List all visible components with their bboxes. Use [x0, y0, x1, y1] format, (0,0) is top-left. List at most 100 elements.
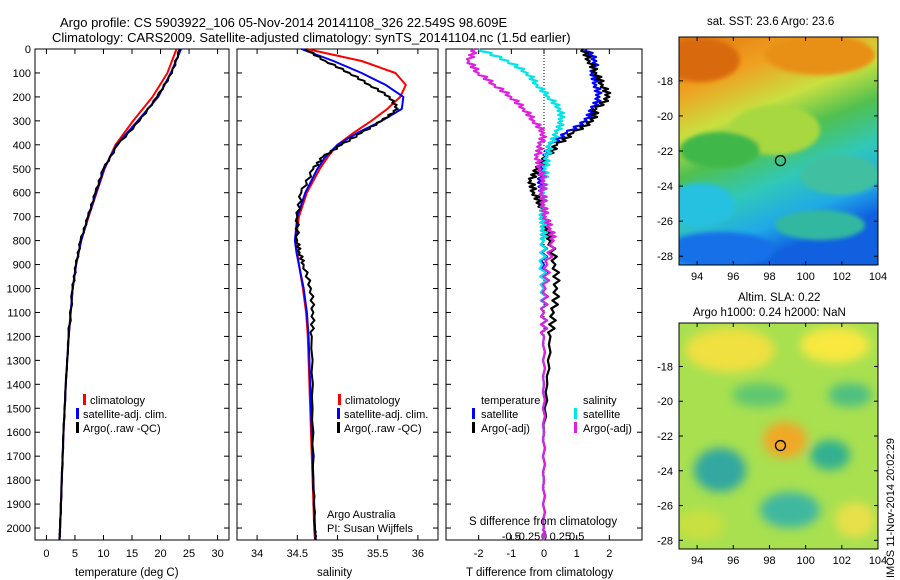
y-tick-label: 1800	[7, 475, 31, 487]
salinity-chart: 34 34.5 35 35.5 36	[237, 48, 438, 560]
salinity-xlabel: salinity	[317, 567, 352, 579]
sla-mid-patch	[679, 510, 725, 540]
map-y-tick-label: -24	[657, 466, 673, 478]
sst-cool-patch	[679, 183, 735, 227]
map-x-tick-label: 100	[796, 271, 814, 283]
pi-note: PI: Susan Wijffels	[327, 523, 413, 535]
x-tick-label: 25	[183, 548, 195, 560]
map-y-tick-label: -24	[657, 181, 673, 193]
legend-swatch-cyan	[574, 408, 577, 419]
temperature-chart: 0100200300400500600700800900100011001200…	[7, 44, 229, 560]
sla-map-title-line2: Argo h1000: 0.24 h2000: NaN	[693, 307, 846, 319]
sst-map-title: sat. SST: 23.6 Argo: 23.6	[707, 16, 834, 28]
diff-legend-s-argo: Argo(-adj)	[583, 423, 632, 435]
series-line-t-satellite	[536, 48, 603, 541]
map-x-tick-label: 94	[691, 555, 703, 567]
difference-top-xlabel: S difference from climatology	[469, 516, 617, 528]
temperature-legend-argo: Argo(..raw -QC)	[83, 423, 161, 435]
x-tick-label: 20	[154, 548, 166, 560]
diff-legend-salinity-header: salinity	[583, 395, 617, 407]
map-y-tick-label: -26	[657, 216, 673, 228]
map-x-tick-label: 100	[796, 555, 814, 567]
sst-cool-patch	[800, 155, 878, 195]
difference-xlabel: T difference from climatology	[466, 567, 613, 579]
legend-swatch-black	[76, 422, 79, 433]
sla-low-patch	[732, 383, 788, 407]
y-tick-label: 500	[13, 164, 31, 176]
map-y-tick-label: -20	[657, 396, 673, 408]
map-y-tick-label: -26	[657, 501, 673, 513]
x-tick-label: 30	[211, 548, 223, 560]
argo-australia-note: Argo Australia	[327, 509, 396, 521]
legend-swatch-black	[337, 422, 340, 433]
map-y-tick-label: -28	[657, 535, 673, 547]
map-x-tick-label: 96	[727, 271, 739, 283]
y-tick-label: 800	[13, 236, 31, 248]
sst-patches	[679, 37, 878, 265]
series-line-argo-raw-qc-	[294, 48, 399, 541]
y-tick-label: 1300	[7, 355, 31, 367]
x-tick-label: 34.5	[287, 548, 308, 560]
temperature-legend: climatology satellite-adj. clim. Argo(..…	[76, 394, 167, 435]
sst-map-image	[679, 37, 878, 265]
map-x-tick-label: 102	[833, 555, 851, 567]
series-line-climatology	[58, 48, 178, 541]
sla-low-patch	[810, 440, 850, 470]
sst-warm-patch	[765, 37, 875, 75]
temperature-legend-satellite: satellite-adj. clim.	[83, 409, 167, 421]
argo-position-marker	[774, 439, 787, 452]
map-x-tick-label: 104	[869, 555, 887, 567]
sla-map-image	[679, 323, 878, 549]
diff-legend-t-satellite: satellite	[481, 409, 518, 421]
series-line-satellite-adj-clim-	[293, 48, 405, 541]
x-tick-label: 10	[97, 548, 109, 560]
s-diff-tick-label: 0.25	[550, 531, 571, 543]
map-x-tick-label: 102	[833, 271, 851, 283]
sst-warm-patch	[679, 38, 740, 82]
legend-swatch-blue	[472, 408, 475, 419]
series-line-s-argo-adj-	[465, 48, 557, 541]
map-x-tick-label: 96	[727, 555, 739, 567]
map-x-tick-label: 98	[763, 271, 775, 283]
map-y-tick-label: -22	[657, 146, 673, 158]
y-tick-label: 600	[13, 188, 31, 200]
temperature-legend-climatology: climatology	[90, 395, 146, 407]
sla-high-patch	[835, 502, 875, 538]
y-tick-label: 1400	[7, 379, 31, 391]
series-line-argo-raw-qc-	[58, 48, 181, 541]
diff-legend-s-satellite: satellite	[583, 409, 620, 421]
map-y-tick-label: -20	[657, 111, 673, 123]
sst-map-axes: 94 96 98 100 102 104 -18 -20 -22 -24 -26 -28	[657, 37, 887, 283]
map-x-tick-label: 94	[691, 271, 703, 283]
series-line-t-argo-adj-	[527, 48, 612, 541]
map-y-tick-label: -28	[657, 251, 673, 263]
y-tick-label: 1000	[7, 284, 31, 296]
figure-title-line1: Argo profile: CS 5903922_106 05-Nov-2014…	[60, 15, 507, 30]
map-x-tick-label: 98	[763, 555, 775, 567]
legend-swatch-blue	[337, 408, 340, 419]
legend-swatch-blue	[76, 408, 79, 419]
sst-cold-patch	[679, 232, 775, 265]
y-tick-label: 400	[13, 140, 31, 152]
difference-chart: -2 -1 0 1 2-0.5-0.25 0 0.250.5	[446, 48, 642, 560]
y-tick-label: 300	[13, 116, 31, 128]
s-diff-tick-label: -0.25	[515, 531, 540, 543]
legend-swatch-black	[472, 422, 475, 433]
sla-patches	[679, 327, 875, 540]
x-tick-label: -1	[506, 548, 516, 560]
map-x-tick-label: 104	[869, 271, 887, 283]
sla-low-patch	[828, 383, 872, 407]
x-tick-label: 35	[331, 548, 343, 560]
salinity-panel-frame	[236, 48, 439, 541]
x-tick-label: 15	[126, 548, 138, 560]
y-tick-label: 1700	[7, 451, 31, 463]
y-tick-label: 1600	[7, 427, 31, 439]
x-tick-label: 34	[251, 548, 263, 560]
x-tick-label: 5	[72, 548, 78, 560]
sla-low-patch	[760, 492, 820, 528]
x-tick-label: 36	[412, 548, 424, 560]
sla-map-title-line1: Altim. SLA: 0.22	[738, 292, 820, 304]
legend-swatch-red	[338, 394, 341, 405]
argo-position-marker	[774, 154, 787, 167]
